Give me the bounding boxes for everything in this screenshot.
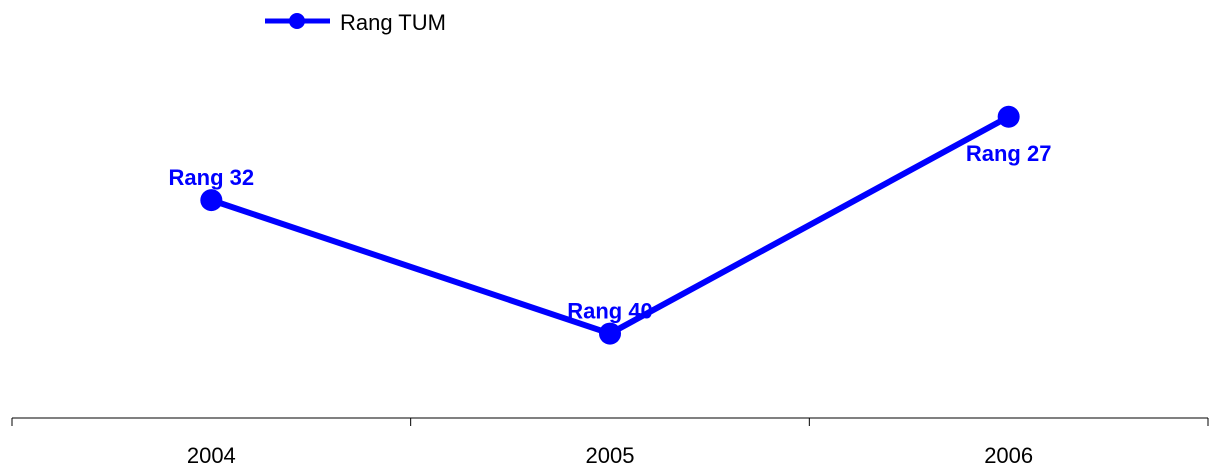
x-axis-ticks	[11, 418, 1209, 426]
x-tick-label-2005: 2005	[586, 443, 635, 467]
plot-area: Rang 32 Rang 40 Rang 27	[169, 105, 1052, 345]
x-tick-label-2004: 2004	[187, 443, 236, 467]
data-label-2005: Rang 40	[567, 299, 653, 324]
data-label-2006: Rang 27	[966, 141, 1052, 166]
x-tick-label-2006: 2006	[984, 443, 1033, 467]
data-point-2005	[599, 322, 621, 345]
x-axis: 2004 2005 2006	[11, 417, 1209, 467]
series-markers	[200, 105, 1020, 345]
data-labels: Rang 32 Rang 40 Rang 27	[169, 141, 1052, 324]
data-point-2006	[997, 105, 1020, 128]
legend-label: Rang TUM	[340, 10, 446, 35]
x-axis-tick-labels: 2004 2005 2006	[187, 443, 1033, 467]
legend-swatch-marker	[289, 13, 305, 29]
data-label-2004: Rang 32	[169, 165, 255, 190]
data-point-2004	[200, 189, 223, 212]
legend: Rang TUM	[265, 10, 446, 35]
